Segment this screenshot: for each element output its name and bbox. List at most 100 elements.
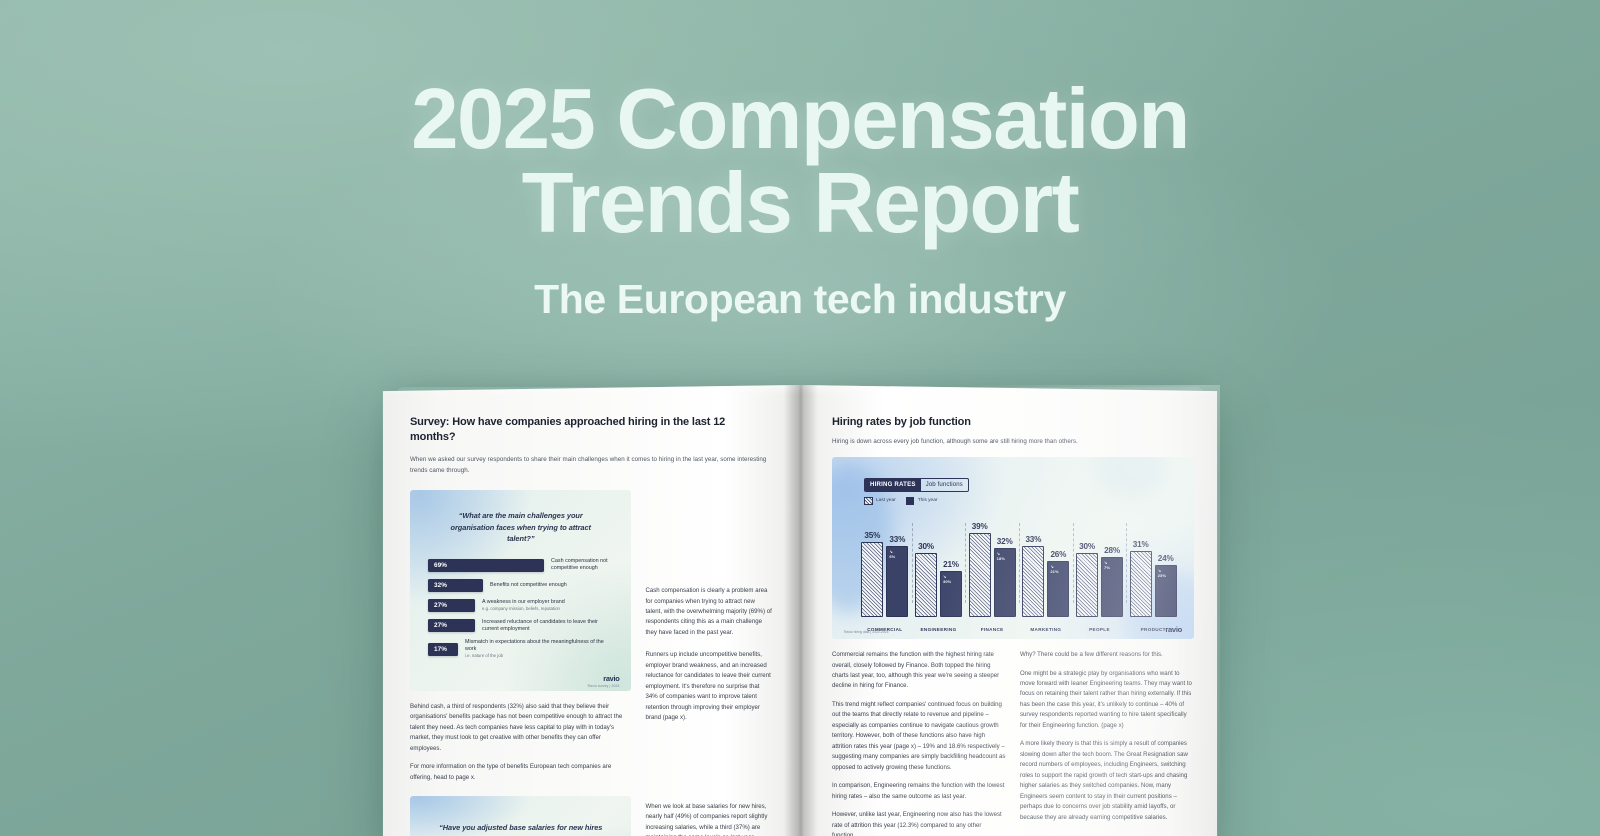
right-page-intro: Hiring is down across every job function… [832,437,1078,445]
bar-value-this: 21% [943,560,959,570]
x-axis-label: PRODUCT [1140,627,1166,633]
x-axis-label: COMMERCIAL [867,627,903,633]
right-body-paragraph: In comparison, Engineering remains the f… [832,782,1005,800]
bar-value-this: 33% [889,535,906,545]
bar-this-year: ↘ 7% [1101,557,1124,618]
bar-group: 35% 33% ↘ 6% COMMERCIAL [858,515,912,632]
challenges-chart-card: “What are the main challenges your organ… [410,490,632,691]
x-axis-label: MARKETING [1030,627,1062,633]
legend-label: This year [917,498,938,504]
challenges-chart-question: “What are the main challenges your organ… [450,511,592,543]
bar-group: 39% 32% ↘ 18% FINANCE [965,515,1019,632]
x-axis-label: PEOPLE [1089,627,1110,633]
legend-item: Last year [864,496,896,506]
right-column-1: Commercial remains the function with the… [832,650,1006,836]
salary-chart-card: “Have you adjusted base salaries for new… [410,796,632,836]
right-column-2: Why? There could be a few different reas… [1020,650,1194,836]
bar-delta: ↘ 30% [943,574,952,585]
right-body-paragraph: Why? There could be a few different reas… [1020,651,1163,659]
left-body-paragraph: Behind cash, a third of respondents (32%… [410,702,623,752]
hero-text-block: 2025 Compensation Trends Report The Euro… [0,77,1600,323]
bar-this-year: ↘ 21% [1047,561,1070,618]
bar-value: 32% [434,581,448,589]
bar-last-year [861,542,884,618]
bar-group: 30% 28% ↘ 7% PEOPLE [1072,515,1127,632]
hero-subtitle: The European tech industry [534,276,1066,323]
magazine-spread: Survey: How have companies approached hi… [380,385,1220,836]
bar-last-year [1129,551,1152,618]
challenges-bar-list: 69% Cash compensation not competitive en… [410,558,631,671]
left-side-paragraph: Cash compensation is clearly a problem a… [645,587,772,636]
ravio-logo: ravio [1165,625,1182,635]
salary-chart-question: “Have you adjusted base salaries for new… [439,823,603,836]
bar-value: 27% [434,601,448,609]
chart-source: Ravio survey | 2024 [587,683,620,688]
bar-this-year: ↘ 6% [886,546,909,618]
bar-row: 32% Benefits not competitive enough [428,578,613,592]
chart-source: Ravio hiring data | 2022-2023 [844,630,889,635]
left-body-paragraph: For more information on the type of bene… [410,763,612,781]
bar-value: 17% [434,645,448,653]
chart-header: HIRING RATES Job functions Last year Thi… [864,473,969,506]
bar-value-this: 32% [996,537,1013,547]
bar-row: 27% Increased reluctance of candidates t… [428,619,613,633]
ravio-logo: ravio [603,673,620,683]
bar-value-last: 33% [1025,535,1042,545]
right-body-paragraph: One might be a strategic play by organis… [1020,669,1192,729]
left-page-intro: When we asked our survey respondents to … [410,456,767,474]
bar-last-year [1022,546,1045,618]
bar-label: Increased reluctance of candidates to le… [482,618,598,632]
bar-last-year [1076,553,1099,618]
bar-label: A weakness in our employer brand e.g. co… [482,599,565,612]
bar-label: Cash compensation not competitive enough [551,558,608,572]
page-title: 2025 Compensation Trends Report [0,77,1600,252]
bar-value-this: 26% [1050,550,1067,560]
bar-delta: ↘ 21% [1050,564,1059,575]
bar-value-last: 39% [971,522,988,532]
bar-last-year [968,533,991,618]
chart-legend: Last year This year [864,496,969,506]
bar-value-last: 35% [864,531,881,541]
bar-sublabel: i.e. nature of the job [465,653,503,659]
bar-value: 27% [434,622,448,630]
title-line-2: Trends Report [521,156,1080,252]
chart-badge: HIRING RATES Job functions [864,477,969,492]
bar-delta: ↘ 7% [1104,560,1110,571]
bar-row: 17% Mismatch in expectations about the m… [428,639,613,658]
right-body-paragraph: Commercial remains the function with the… [832,651,1000,690]
bar-label: Benefits not competitive enough [490,582,567,589]
bar-value-last: 30% [918,542,934,552]
legend-swatch-solid-icon [905,496,915,506]
chart-badge-key: HIRING RATES [865,478,921,491]
right-page-title: Hiring rates by job function [832,416,971,428]
bar-last-year [915,553,937,618]
chart-badge-value: Job functions [925,481,963,489]
bar-this-year: ↘ 30% [940,571,962,618]
bar-sublabel: e.g. company mission, beliefs, reputatio… [482,606,560,612]
bar-value: 69% [434,561,448,569]
hiring-rates-chart-card: HIRING RATES Job functions Last year Thi… [832,457,1194,640]
title-line-1: 2025 Compensation [411,72,1190,167]
x-axis-label: FINANCE [980,627,1004,633]
bar-delta: ↘ 23% [1157,568,1166,579]
bar-row: 27% A weakness in our employer brand e.g… [428,598,613,612]
left-side-paragraph: Runners up include uncompetitive benefit… [645,651,771,722]
bar-label: Mismatch in expectations about the meani… [465,639,613,658]
legend-swatch-hatched-icon [864,496,873,506]
legend-item: This year [905,496,938,506]
left-page: Survey: How have companies approached hi… [382,385,800,836]
decorative-blob [1098,457,1168,500]
bar-group: 31% 24% ↘ 23% PRODUCT [1126,515,1180,632]
bar-delta: ↘ 6% [889,549,896,560]
right-body-paragraph: This trend might reflect companies' cont… [832,700,1006,771]
right-page: Hiring rates by job function Hiring is d… [800,385,1218,836]
bar-value-this: 28% [1104,546,1120,556]
bar-delta: ↘ 18% [996,551,1005,562]
bar-value-last: 30% [1079,542,1095,552]
right-body-paragraph: However, unlike last year, Engineering n… [832,811,1002,836]
x-axis-label: ENGINEERING [920,627,957,633]
bar-group: 30% 21% ↘ 30% ENGINEERING [911,515,966,632]
hiring-rates-plot: 35% 33% ↘ 6% COMMERCIAL [858,515,1180,632]
left-page-title: Survey: How have companies approached hi… [410,416,726,443]
